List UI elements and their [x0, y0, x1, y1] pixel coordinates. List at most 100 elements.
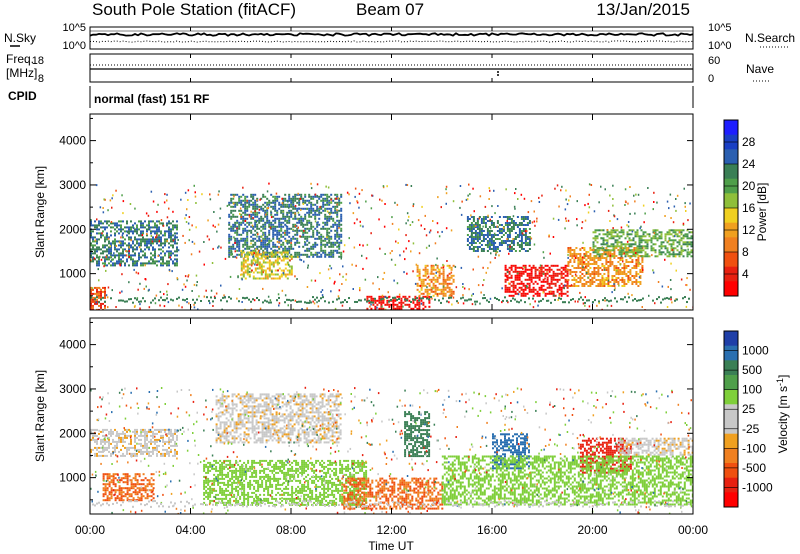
range-cell [272, 205, 275, 208]
range-cell [678, 243, 681, 246]
range-cell [359, 287, 361, 289]
range-cell [666, 306, 669, 308]
range-cell [312, 233, 315, 236]
range-cell [324, 207, 327, 210]
range-cell [526, 278, 529, 281]
range-cell [114, 448, 116, 451]
range-cell [257, 233, 259, 236]
range-cell [340, 239, 343, 242]
range-cell [438, 268, 441, 271]
range-cell [276, 240, 279, 243]
range-cell [372, 303, 375, 306]
range-cell [140, 434, 142, 437]
range-cell [118, 248, 120, 251]
range-cell [272, 199, 275, 202]
range-cell [266, 197, 269, 200]
range-cell [250, 253, 253, 256]
range-cell [644, 239, 647, 242]
range-cell [502, 299, 504, 302]
range-cell [246, 207, 249, 210]
range-cell [516, 278, 519, 281]
range-cell [382, 185, 385, 188]
range-cell [168, 432, 170, 435]
range-cell [324, 227, 327, 230]
range-cell [94, 292, 96, 295]
range-cell [407, 219, 409, 222]
range-cell [268, 182, 270, 185]
range-cell [166, 264, 168, 267]
range-cell [394, 263, 397, 266]
range-cell [242, 271, 245, 274]
range-cell [510, 284, 513, 287]
range-cell [254, 243, 257, 246]
range-cell [172, 262, 174, 265]
range-cell [640, 245, 643, 248]
range-cell [526, 216, 529, 218]
range-cell [630, 243, 633, 246]
range-cell [601, 249, 604, 251]
range-cell [374, 297, 376, 300]
range-cell [268, 245, 271, 248]
range-cell [489, 297, 492, 300]
range-cell [468, 230, 471, 232]
range-cell [520, 248, 523, 250]
range-cell [654, 233, 657, 236]
range-cell [166, 224, 168, 227]
range-cell [136, 452, 138, 455]
range-cell [634, 212, 636, 215]
range-cell [210, 296, 212, 299]
range-cell [156, 236, 158, 239]
range-cell [573, 279, 576, 281]
range-cell [246, 263, 249, 266]
range-cell [406, 303, 409, 306]
range-cell [278, 296, 280, 299]
range-cell [633, 247, 636, 249]
range-cell [308, 249, 311, 252]
range-cell [106, 226, 108, 229]
range-cell [178, 296, 180, 299]
range-cell [282, 201, 285, 204]
range-cell [524, 216, 527, 218]
ytick-label: 1000 [59, 267, 86, 281]
range-cell [221, 308, 223, 310]
range-cell [133, 268, 135, 271]
range-cell [250, 261, 253, 264]
range-cell [312, 195, 315, 198]
range-cell [518, 232, 521, 234]
range-cell [554, 282, 557, 285]
range-cell [240, 255, 243, 258]
range-cell [260, 255, 263, 258]
range-cell [569, 246, 572, 249]
range-cell [432, 282, 435, 285]
range-cell [290, 201, 293, 204]
range-cell [314, 237, 317, 240]
range-cell [224, 296, 226, 299]
range-cell [140, 220, 142, 223]
range-cell [633, 265, 636, 267]
range-cell [136, 262, 138, 265]
range-cell [148, 288, 150, 291]
range-cell [510, 228, 513, 230]
range-cell [164, 232, 166, 235]
range-cell [669, 193, 672, 196]
range-cell [286, 253, 289, 256]
range-cell [538, 269, 541, 272]
range-cell [440, 282, 443, 285]
range-cell [612, 245, 615, 248]
range-cell [589, 247, 592, 249]
range-cell [484, 222, 487, 224]
range-cell [490, 234, 493, 236]
range-cell [262, 253, 265, 256]
range-cell [121, 194, 123, 197]
range-cell [639, 283, 642, 285]
range-cell [276, 251, 279, 254]
range-cell [158, 260, 160, 263]
range-cell [428, 298, 430, 301]
range-cell [494, 226, 497, 228]
range-cell [166, 193, 168, 196]
range-cell [296, 209, 299, 212]
range-cell [588, 206, 591, 209]
range-cell [130, 226, 132, 229]
range-cell [122, 436, 124, 439]
range-cell [662, 245, 665, 248]
